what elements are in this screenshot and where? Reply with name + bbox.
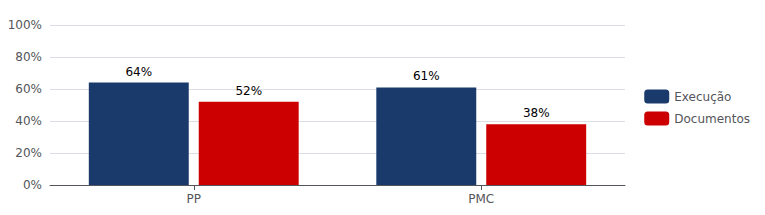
svg-text:60%: 60% <box>15 82 42 96</box>
svg-text:64%: 64% <box>125 65 152 79</box>
svg-text:0%: 0% <box>23 178 42 192</box>
svg-text:PMC: PMC <box>468 192 494 206</box>
svg-text:100%: 100% <box>8 18 42 32</box>
svg-text:80%: 80% <box>15 50 42 64</box>
svg-text:40%: 40% <box>15 114 42 128</box>
svg-text:PP: PP <box>187 192 201 206</box>
svg-text:38%: 38% <box>523 106 550 120</box>
svg-text:Execução: Execução <box>674 90 731 104</box>
svg-text:20%: 20% <box>15 146 42 160</box>
svg-text:61%: 61% <box>413 69 440 83</box>
svg-text:52%: 52% <box>235 84 262 98</box>
svg-text:Documentos: Documentos <box>674 112 750 126</box>
